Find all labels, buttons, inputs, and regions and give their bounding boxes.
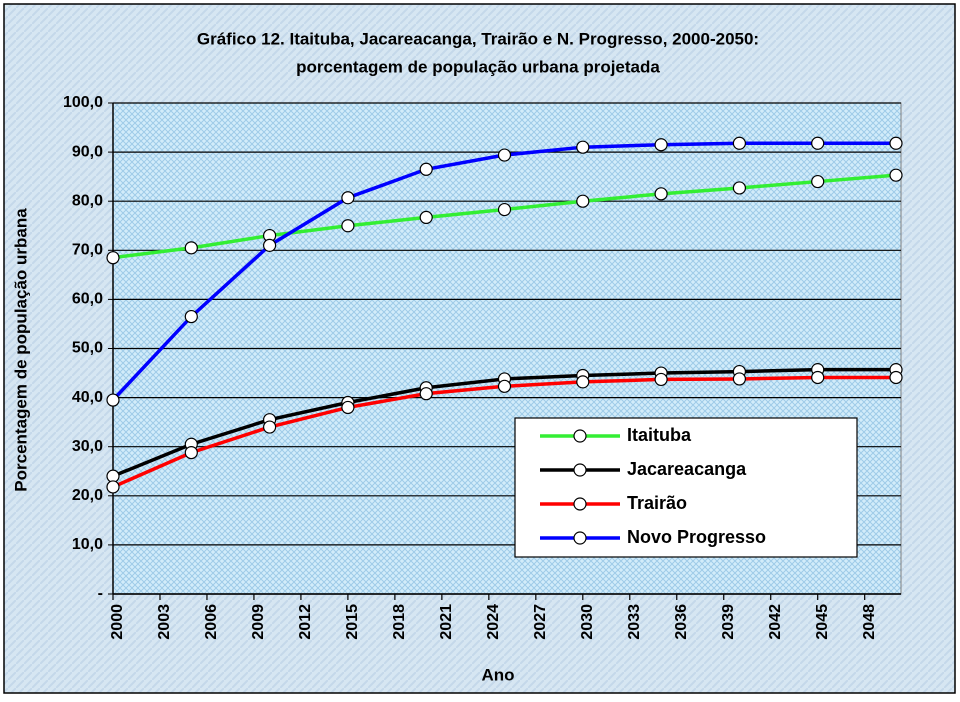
data-point	[106, 393, 120, 407]
y-tick-label: 60,0	[72, 291, 103, 308]
data-point	[341, 219, 355, 233]
legend-marker	[573, 463, 587, 477]
data-point	[732, 372, 747, 386]
y-tick-label: 20,0	[72, 487, 103, 504]
y-tick-label: 90,0	[72, 143, 103, 160]
legend-marker	[573, 531, 587, 545]
data-point	[419, 210, 433, 225]
x-axis-label: Ano	[481, 665, 514, 684]
data-point	[732, 136, 747, 150]
legend-label: Trairão	[627, 493, 687, 513]
data-point	[341, 191, 355, 205]
y-tick-label: 100,0	[63, 94, 103, 111]
x-tick-label: 2030	[579, 604, 596, 640]
x-tick-label: 2042	[767, 604, 784, 640]
data-point	[419, 162, 433, 176]
data-point	[654, 372, 668, 387]
data-point	[811, 174, 825, 189]
data-point	[576, 194, 590, 208]
data-point	[106, 251, 120, 265]
x-tick-label: 2009	[250, 604, 267, 640]
data-point	[811, 370, 825, 385]
y-tick-label: 50,0	[72, 340, 103, 357]
data-point	[654, 187, 668, 201]
x-tick-label: 2024	[485, 604, 502, 640]
data-point	[341, 400, 355, 415]
y-tick-label: 10,0	[72, 536, 103, 553]
x-tick-label: 2015	[344, 604, 361, 640]
data-point	[889, 168, 903, 182]
legend-marker	[573, 429, 587, 443]
chart-title: porcentagem de população urbana projetad…	[296, 57, 660, 76]
data-point	[576, 140, 590, 154]
data-point	[263, 420, 277, 434]
legend-marker	[573, 497, 587, 511]
y-tick-label: 70,0	[72, 242, 103, 259]
data-point	[497, 202, 512, 217]
legend-label: Itaituba	[627, 425, 692, 445]
x-tick-label: 2039	[720, 604, 737, 640]
x-tick-label: 2048	[861, 604, 878, 640]
data-point	[184, 241, 198, 255]
data-point	[106, 480, 120, 494]
x-tick-label: 2021	[438, 604, 455, 640]
data-point	[419, 387, 433, 401]
x-tick-label: 2018	[391, 604, 408, 640]
y-tick-label: 30,0	[72, 438, 103, 455]
data-point	[184, 445, 198, 460]
x-tick-label: 2006	[203, 604, 220, 640]
x-tick-label: 2000	[109, 604, 126, 640]
legend-label: Jacareacanga	[627, 459, 747, 479]
y-tick-label: 80,0	[72, 192, 103, 209]
data-point	[889, 370, 903, 385]
data-point	[184, 309, 198, 324]
x-tick-label: 2033	[626, 604, 643, 640]
x-tick-label: 2012	[297, 604, 314, 640]
y-tick-label: 40,0	[72, 389, 103, 406]
data-point	[654, 138, 668, 152]
data-point	[497, 148, 512, 162]
legend-label: Novo Progresso	[627, 527, 766, 547]
data-point	[732, 181, 747, 195]
y-axis-label: Porcentagem de população urbana	[11, 208, 30, 492]
legend-box	[514, 417, 858, 558]
data-point	[576, 375, 590, 389]
y-tick-label: -	[98, 585, 103, 602]
x-tick-label: 2003	[156, 604, 173, 640]
x-tick-label: 2045	[814, 604, 831, 640]
data-point	[889, 136, 903, 150]
x-tick-label: 2036	[673, 604, 690, 640]
data-point	[263, 238, 277, 252]
data-point	[106, 469, 120, 483]
data-point	[497, 379, 512, 393]
data-point	[811, 136, 825, 150]
chart-title: Gráfico 12. Itaituba, Jacareacanga, Trai…	[197, 29, 759, 48]
x-tick-label: 2027	[532, 604, 549, 640]
